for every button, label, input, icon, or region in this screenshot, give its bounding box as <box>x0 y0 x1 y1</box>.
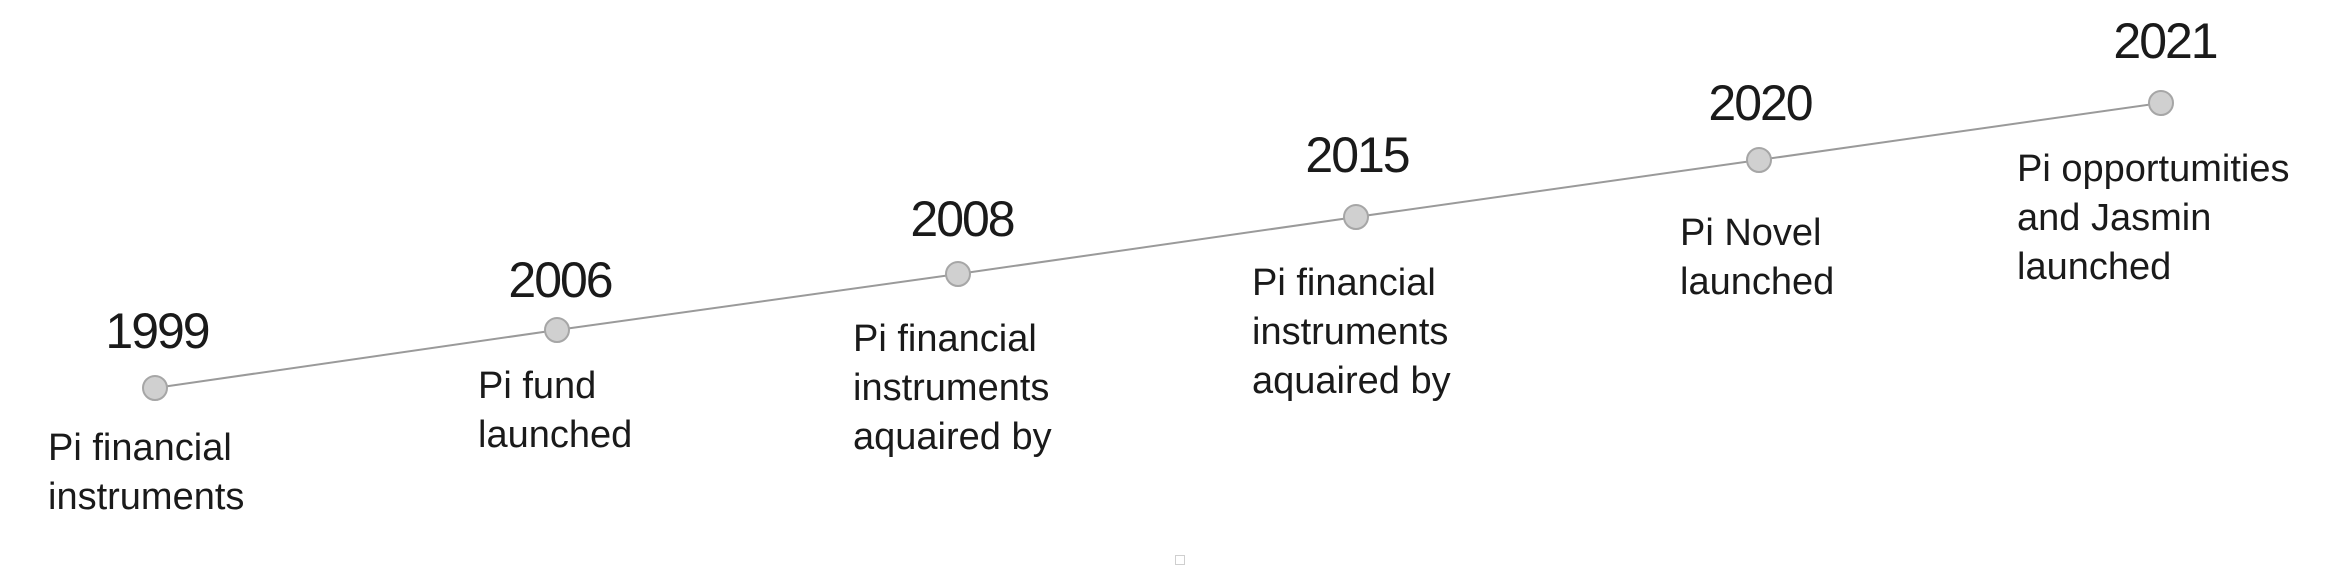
event-line: and Jasmin <box>2017 197 2212 239</box>
event-line: Pi financial <box>853 318 1037 360</box>
event-line: Pi Novel <box>1680 212 1822 254</box>
event-description-2008: Pi financial instruments aquaired by <box>853 315 1052 462</box>
event-line: instruments <box>1252 311 1449 353</box>
event-line: Pi financial <box>48 427 232 469</box>
event-description-1999: Pi financial instruments <box>48 424 244 522</box>
event-line: instruments <box>853 367 1050 409</box>
event-description-2021: Pi opportumities and Jasmin launched <box>2017 145 2289 292</box>
event-line: Pi financial <box>1252 262 1436 304</box>
event-description-2006: Pi fund launched <box>478 362 632 460</box>
timeline-dot-2006 <box>544 317 570 343</box>
event-line: launched <box>478 414 633 456</box>
event-line: Pi fund <box>478 365 597 407</box>
timeline-dot-2008 <box>945 261 971 287</box>
event-line: launched <box>1680 261 1835 303</box>
timeline-line <box>154 102 2162 389</box>
page-marker <box>1175 555 1185 565</box>
year-label-1999: 1999 <box>105 303 210 359</box>
event-line: launched <box>2017 246 2172 288</box>
timeline-dot-1999 <box>142 375 168 401</box>
year-label-2006: 2006 <box>508 252 613 308</box>
year-label-2008: 2008 <box>910 191 1015 247</box>
year-label-2021: 2021 <box>2113 13 2218 69</box>
timeline-dot-2015 <box>1343 204 1369 230</box>
event-description-2020: Pi Novel launched <box>1680 209 1834 307</box>
year-label-2015: 2015 <box>1305 127 1410 183</box>
event-line: aquaired by <box>1252 360 1451 402</box>
event-line: Pi opportumities <box>2017 148 2290 190</box>
year-label-2020: 2020 <box>1708 75 1813 131</box>
timeline-dot-2021 <box>2148 90 2174 116</box>
timeline-dot-2020 <box>1746 147 1772 173</box>
event-line: aquaired by <box>853 416 1052 458</box>
event-line: instruments <box>48 476 245 518</box>
event-description-2015: Pi financial instruments aquaired by <box>1252 259 1451 406</box>
